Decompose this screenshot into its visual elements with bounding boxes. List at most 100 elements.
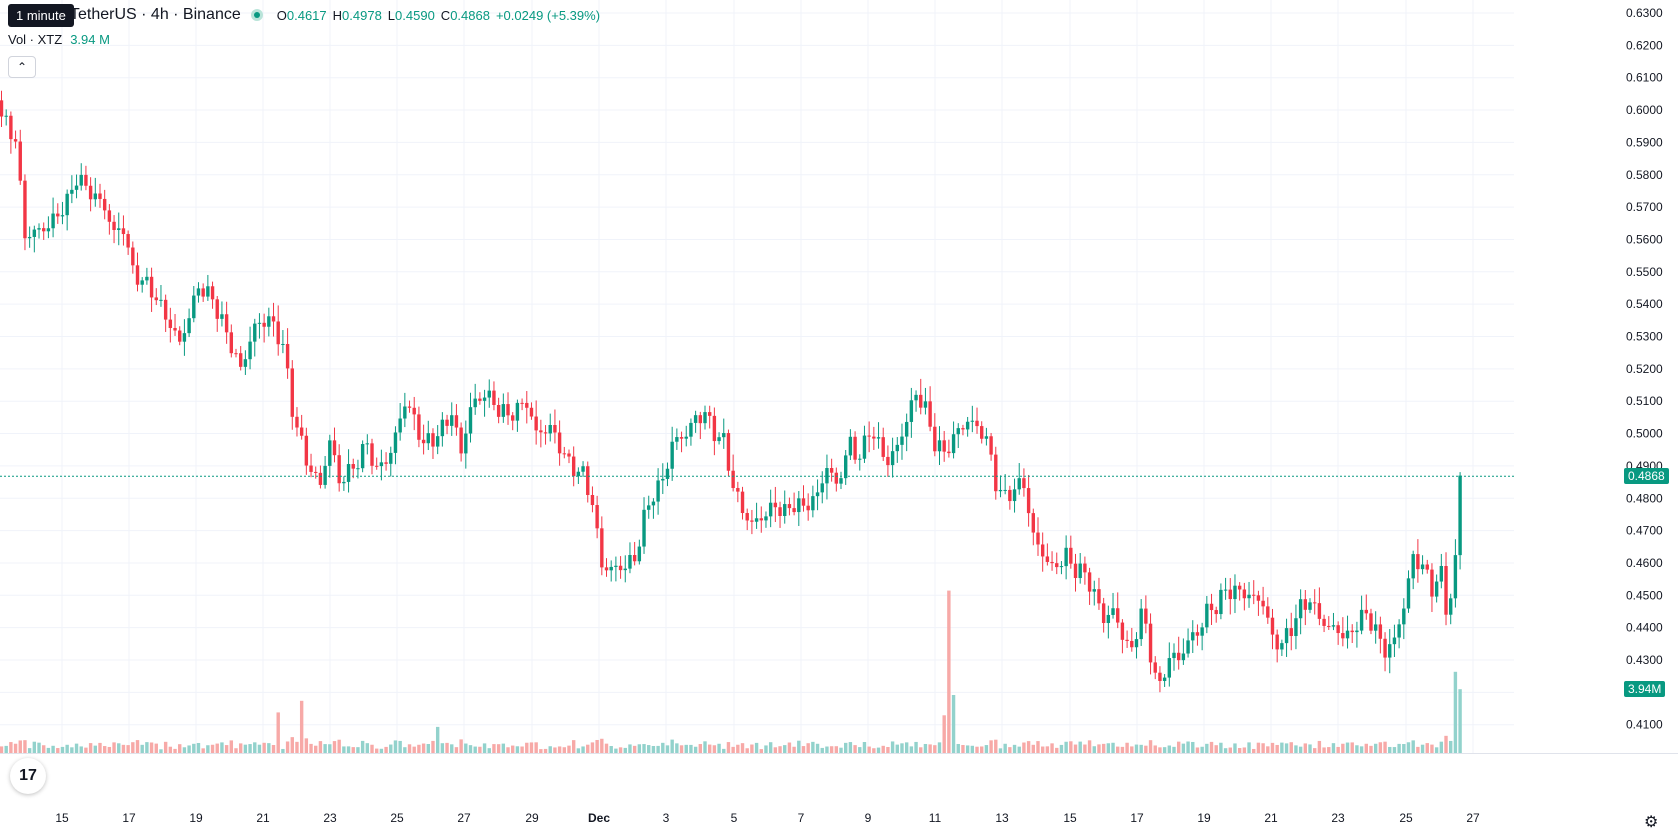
volume-bar <box>1031 744 1035 753</box>
volume-bar <box>464 743 468 753</box>
volume-bar <box>468 745 473 753</box>
volume-bar <box>1026 741 1031 753</box>
volume-bar <box>1397 743 1401 753</box>
volume-bar <box>1275 744 1279 753</box>
gear-icon[interactable]: ⚙ <box>1644 814 1659 831</box>
volume-bar <box>70 747 74 753</box>
volume-bar <box>1162 747 1167 753</box>
candle-body <box>1139 608 1143 640</box>
candle-body <box>417 414 421 440</box>
candle-body <box>919 394 923 408</box>
candle-body <box>149 276 154 298</box>
candle-body <box>131 247 135 266</box>
candle-body <box>520 402 524 404</box>
candle-body <box>937 440 942 452</box>
candle-body <box>215 299 219 319</box>
volume-bar <box>318 741 323 753</box>
candle-body <box>9 115 13 140</box>
low-value: 0.4590 <box>395 7 435 23</box>
volume-bar <box>1050 743 1054 753</box>
candle-body <box>562 453 566 455</box>
candle-body <box>604 567 609 571</box>
candle-body <box>623 568 627 571</box>
volume-bar <box>628 744 632 753</box>
candle-body <box>1439 565 1444 582</box>
candle-body <box>1209 603 1214 611</box>
volume-bar <box>1181 743 1186 753</box>
x-tick-label: 23 <box>323 811 337 825</box>
time-axis[interactable]: 15 17 19 21 23 25 27 29 Dec 3 5 7 9 11 13 15 17 19 21 23 25 2… <box>0 753 1678 826</box>
volume-bar <box>1252 748 1256 753</box>
volume-bar <box>1219 742 1223 753</box>
collapse-legend-button[interactable]: ⌃ <box>8 56 36 78</box>
tradingview-logo[interactable]: 17 <box>10 758 46 794</box>
volume-bar <box>820 747 824 753</box>
volume-bar <box>1078 741 1082 753</box>
volume-bar <box>679 745 684 753</box>
volume-bar <box>895 744 899 753</box>
volume-bar <box>623 747 627 753</box>
y-tick-label: 0.5700 <box>1626 200 1663 214</box>
candle-body <box>117 228 121 230</box>
volume-bar <box>506 747 510 753</box>
candle-body <box>703 412 707 424</box>
candle-body <box>1092 589 1096 592</box>
volume-bar <box>487 748 491 753</box>
volume-bar <box>1008 747 1012 753</box>
candle-body <box>647 505 651 510</box>
candle-body <box>84 174 88 186</box>
candle-body <box>1055 563 1059 568</box>
volume-bar <box>1209 741 1214 753</box>
volume-bar <box>351 747 355 753</box>
volume-bar <box>980 746 984 753</box>
volume-bar <box>965 745 970 753</box>
candle-body <box>801 498 806 506</box>
volume-bar <box>384 746 388 753</box>
volume-bar <box>356 747 360 753</box>
candle-body <box>1144 608 1148 624</box>
volume-bar <box>1101 743 1106 753</box>
candle-body <box>51 213 55 229</box>
candle-body <box>407 406 412 408</box>
candle-body <box>1322 618 1326 626</box>
candle-body <box>206 286 210 297</box>
volume-bar <box>1453 671 1458 753</box>
candle-body <box>384 462 388 464</box>
volume-bar <box>567 745 571 753</box>
volume-bar <box>187 745 191 753</box>
volume-bar <box>154 743 158 753</box>
y-tick-label: 0.4500 <box>1626 588 1663 602</box>
price-axis[interactable]: 0.6300 0.6200 0.6100 0.6000 0.5900 0.5800 0.57… <box>1626 6 1663 732</box>
volume-bar <box>1256 742 1261 753</box>
candle-body <box>468 407 473 434</box>
volume-bar <box>994 739 998 753</box>
candle-body <box>1425 564 1429 570</box>
volume-bar <box>1167 745 1172 753</box>
candles <box>0 90 1462 693</box>
y-tick-label: 0.5500 <box>1626 265 1663 279</box>
candle-body <box>346 464 351 482</box>
volume-bar <box>703 741 707 753</box>
candle-body <box>525 402 529 408</box>
volume-bar <box>942 715 946 753</box>
volume-bar <box>1331 743 1336 753</box>
volume-bar <box>806 743 810 753</box>
candle-body <box>234 353 238 355</box>
volume-bar <box>1223 748 1228 753</box>
candle-body <box>1064 547 1068 567</box>
candle-body <box>243 359 248 367</box>
symbol-title[interactable]: TetherUS · 4h · Binance <box>70 6 241 23</box>
volume-bar <box>881 745 885 753</box>
volume-bar <box>937 742 942 753</box>
candle-body <box>1158 672 1162 681</box>
volume-bar <box>1045 746 1050 753</box>
volume-label[interactable]: Vol · XTZ <box>8 32 63 47</box>
volume-bar <box>426 744 430 753</box>
volume-bar <box>1087 740 1092 753</box>
candle-body <box>1317 603 1322 619</box>
candle-body <box>450 415 454 426</box>
candle-body <box>933 426 937 452</box>
candle-body <box>951 434 956 454</box>
volume-bar <box>18 740 22 753</box>
